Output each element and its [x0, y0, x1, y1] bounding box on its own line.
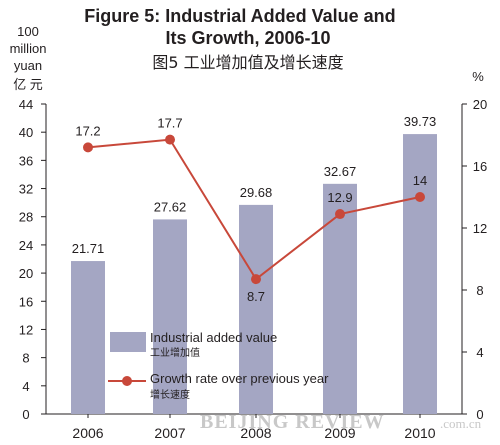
growth-rate-value-label: 8.7: [247, 289, 265, 304]
legend-bar-label-zh: 工业增加值: [150, 346, 200, 359]
bar: [239, 204, 273, 414]
legend: Industrial added value 工业增加值 Growth rate…: [108, 330, 329, 401]
bar-value-label: 39.73: [404, 114, 437, 129]
left-axis-ticks: 0 4 8 12 16 20 24 28 32 36 40 44: [19, 97, 46, 422]
left-unit-zh: 亿 元: [13, 77, 43, 92]
chart-title-zh: 图5 工业增加值及增长速度: [152, 53, 343, 72]
growth-rate-point: [165, 134, 175, 145]
watermark-suffix: .com.cn: [440, 416, 482, 431]
bar-value-label: 32.67: [324, 164, 357, 179]
left-unit-line3: yuan: [14, 58, 42, 73]
growth-rate-point: [415, 192, 425, 202]
right-tick-label: 4: [476, 345, 483, 360]
bar: [153, 219, 187, 414]
left-tick-label: 36: [19, 153, 33, 168]
growth-rate-point: [251, 274, 261, 285]
x-tick-label: 2009: [324, 425, 355, 441]
legend-bar-label: Industrial added value: [150, 330, 277, 345]
x-tick-label: 2007: [154, 425, 185, 441]
left-tick-label: 24: [19, 238, 33, 253]
right-axis-ticks: 0 4 8 12 16 20: [462, 97, 487, 422]
legend-line-marker: [122, 376, 132, 386]
left-tick-label: 20: [19, 266, 33, 281]
growth-rate-value-label: 14: [413, 173, 427, 188]
growth-rate-value-label: 17.7: [157, 116, 182, 131]
left-tick-label: 28: [19, 210, 33, 225]
left-tick-label: 40: [19, 125, 33, 140]
right-tick-label: 12: [473, 221, 487, 236]
growth-rate-value-label: 12.9: [327, 190, 352, 205]
left-tick-label: 16: [19, 294, 33, 309]
left-unit-line2: million: [10, 41, 47, 56]
legend-line-label: Growth rate over previous year: [150, 371, 329, 386]
x-tick-label: 2008: [240, 425, 271, 441]
growth-rate-value-label: 17.2: [75, 123, 100, 138]
left-tick-label: 0: [22, 407, 29, 422]
chart-title-line1: Figure 5: Industrial Added Value and: [84, 6, 395, 26]
right-tick-label: 20: [473, 97, 487, 112]
right-tick-label: 0: [476, 407, 483, 422]
bar-value-label: 29.68: [240, 185, 273, 200]
right-tick-label: 8: [476, 283, 483, 298]
left-tick-label: 12: [19, 322, 33, 337]
right-unit: %: [472, 69, 484, 84]
x-tick-label: 2006: [72, 425, 103, 441]
growth-rate-labels: 17.2 17.7 8.7 12.9 14: [75, 116, 427, 304]
x-axis-ticks: 2006 2007 2008 2009 2010: [72, 414, 436, 441]
bar: [71, 261, 105, 414]
bar-value-label: 27.62: [154, 199, 187, 214]
legend-bar-swatch: [110, 332, 146, 352]
watermark: BEIJING REVIEW: [200, 411, 385, 433]
left-tick-label: 8: [22, 351, 29, 366]
legend-line-label-zh: 增长速度: [150, 388, 190, 401]
growth-rate-point: [335, 209, 345, 220]
bar-value-label: 21.71: [72, 241, 105, 256]
x-tick-label: 2010: [404, 425, 435, 441]
left-unit-line1: 100: [17, 24, 39, 39]
growth-rate-series: [83, 134, 425, 285]
left-tick-label: 44: [19, 97, 33, 112]
left-tick-label: 4: [22, 379, 29, 394]
chart-title-line2: Its Growth, 2006-10: [165, 28, 330, 48]
right-tick-label: 16: [473, 159, 487, 174]
growth-rate-point: [83, 142, 93, 153]
bar-labels: 21.71 27.62 29.68 32.67 39.73: [72, 114, 437, 256]
left-tick-label: 32: [19, 182, 33, 197]
bar: [403, 134, 437, 414]
